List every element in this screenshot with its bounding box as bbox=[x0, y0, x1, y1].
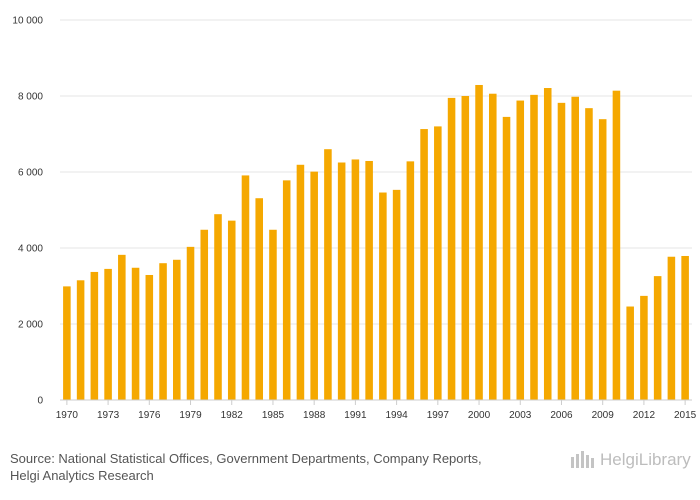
x-tick-label: 1976 bbox=[138, 410, 161, 421]
bar-2003[interactable] bbox=[516, 100, 525, 400]
x-tick-label: 1973 bbox=[97, 410, 120, 421]
y-tick-label: 6 000 bbox=[18, 168, 43, 179]
source-note: Source: National Statistical Offices, Go… bbox=[10, 450, 550, 484]
x-tick-label: 2009 bbox=[592, 410, 615, 421]
bar-1992[interactable] bbox=[365, 160, 373, 400]
bar-1975[interactable] bbox=[131, 267, 140, 400]
x-tick-label: 1979 bbox=[179, 410, 202, 421]
bar-1998[interactable] bbox=[447, 97, 456, 401]
x-tick-label: 2000 bbox=[468, 410, 491, 421]
bar-1979[interactable] bbox=[186, 246, 195, 400]
bar-1990[interactable] bbox=[337, 162, 346, 401]
x-tick-label: 1982 bbox=[221, 410, 244, 421]
bar-1981[interactable] bbox=[214, 214, 222, 400]
library-building-icon bbox=[571, 451, 594, 468]
bar-1991[interactable] bbox=[351, 159, 360, 400]
bar-1985[interactable] bbox=[269, 229, 277, 400]
y-tick-label: 8 000 bbox=[18, 92, 43, 103]
bar-1986[interactable] bbox=[282, 180, 291, 400]
helgi-library-logo[interactable]: HelgiLibrary bbox=[570, 450, 691, 470]
bar-1980[interactable] bbox=[200, 229, 209, 400]
bar-1994[interactable] bbox=[392, 189, 401, 400]
gridlines bbox=[60, 19, 692, 325]
bar-1995[interactable] bbox=[406, 161, 415, 400]
x-tick-label: 1988 bbox=[303, 410, 326, 421]
logo-text: HelgiLibrary bbox=[600, 450, 691, 469]
bar-1972[interactable] bbox=[90, 271, 99, 400]
bar-2010[interactable] bbox=[612, 90, 621, 401]
bar-2008[interactable] bbox=[585, 108, 593, 400]
bar-2011[interactable] bbox=[626, 306, 634, 400]
bar-2001[interactable] bbox=[489, 93, 497, 400]
x-tick-label: 1985 bbox=[262, 410, 285, 421]
bar-1977[interactable] bbox=[159, 263, 167, 400]
y-axis-ticks: 0 2 000 4 000 6 000 8 000 10 000 bbox=[12, 16, 43, 407]
bars bbox=[63, 84, 689, 401]
bar-2007[interactable] bbox=[571, 96, 579, 400]
bar-2006[interactable] bbox=[557, 102, 566, 400]
bar-1976[interactable] bbox=[145, 274, 154, 400]
bar-1978[interactable] bbox=[173, 259, 181, 400]
bar-1973[interactable] bbox=[104, 268, 112, 400]
bar-1984[interactable] bbox=[255, 198, 263, 400]
bar-2005[interactable] bbox=[543, 88, 552, 401]
bar-2002[interactable] bbox=[502, 116, 511, 401]
bar-1987[interactable] bbox=[296, 164, 305, 400]
y-tick-label: 4 000 bbox=[18, 244, 43, 255]
bar-1970[interactable] bbox=[63, 286, 71, 400]
bar-1989[interactable] bbox=[324, 149, 332, 400]
bar-1999[interactable] bbox=[461, 96, 470, 400]
x-tick-label: 1970 bbox=[56, 410, 79, 421]
x-tick-label: 2015 bbox=[674, 410, 697, 421]
x-tick-label: 2012 bbox=[633, 410, 656, 421]
source-line-2: Helgi Analytics Research bbox=[10, 468, 154, 483]
bar-2004[interactable] bbox=[530, 94, 538, 401]
x-tick-label: 1991 bbox=[344, 410, 367, 421]
bar-2012[interactable] bbox=[640, 295, 648, 400]
y-tick-label: 2 000 bbox=[18, 320, 43, 331]
x-tick-label: 1997 bbox=[427, 410, 450, 421]
x-tick-label: 2006 bbox=[550, 410, 573, 421]
bar-2013[interactable] bbox=[653, 276, 662, 400]
bar-2015[interactable] bbox=[681, 255, 689, 400]
x-tick-label: 1994 bbox=[385, 410, 408, 421]
bar-1974[interactable] bbox=[118, 254, 126, 400]
bar-1997[interactable] bbox=[434, 126, 442, 401]
bar-1993[interactable] bbox=[379, 192, 387, 400]
bar-2009[interactable] bbox=[598, 119, 607, 401]
bar-1996[interactable] bbox=[420, 129, 428, 400]
y-tick-label: 10 000 bbox=[12, 16, 43, 27]
bar-2014[interactable] bbox=[667, 256, 676, 400]
x-tick-label: 2003 bbox=[509, 410, 532, 421]
source-line-1: Source: National Statistical Offices, Go… bbox=[10, 451, 482, 466]
bar-1988[interactable] bbox=[310, 171, 318, 400]
y-tick-label: 0 bbox=[37, 396, 43, 407]
bar-1983[interactable] bbox=[241, 175, 250, 400]
bar-2000[interactable] bbox=[475, 84, 483, 400]
bar-1971[interactable] bbox=[76, 280, 85, 400]
bar-1982[interactable] bbox=[227, 220, 236, 400]
x-axis-ticks: 1970 1973 1976 1979 1982 1985 1988 1991 1994 1997… bbox=[56, 400, 697, 421]
